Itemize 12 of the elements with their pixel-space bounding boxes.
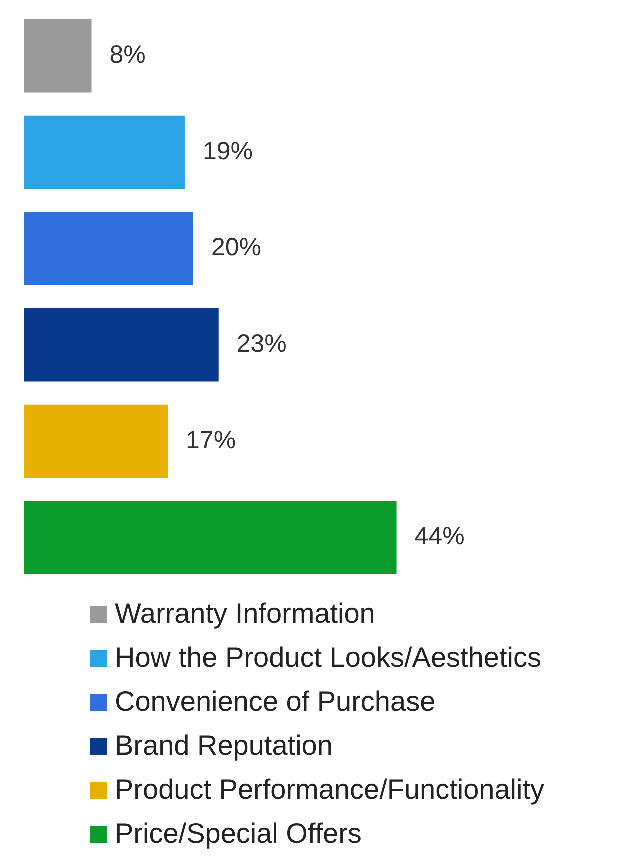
data-label: 8%	[110, 41, 146, 70]
legend-label: Warranty Information	[115, 598, 376, 630]
data-label: 44%	[414, 522, 465, 551]
data-label: 23%	[236, 330, 287, 358]
data-label: 20%	[211, 234, 262, 262]
data-label: 19%	[202, 137, 254, 166]
legend-label: Price/Special Offers	[115, 818, 362, 850]
legend-label: How the Product Looks/Aesthetics	[115, 642, 542, 674]
legend-label: Convenience of Purchase	[115, 686, 436, 718]
legend-label: Product Performance/Functionality	[115, 774, 545, 806]
legend-label: Brand Reputation	[115, 730, 333, 762]
data-label: 17%	[186, 426, 236, 454]
